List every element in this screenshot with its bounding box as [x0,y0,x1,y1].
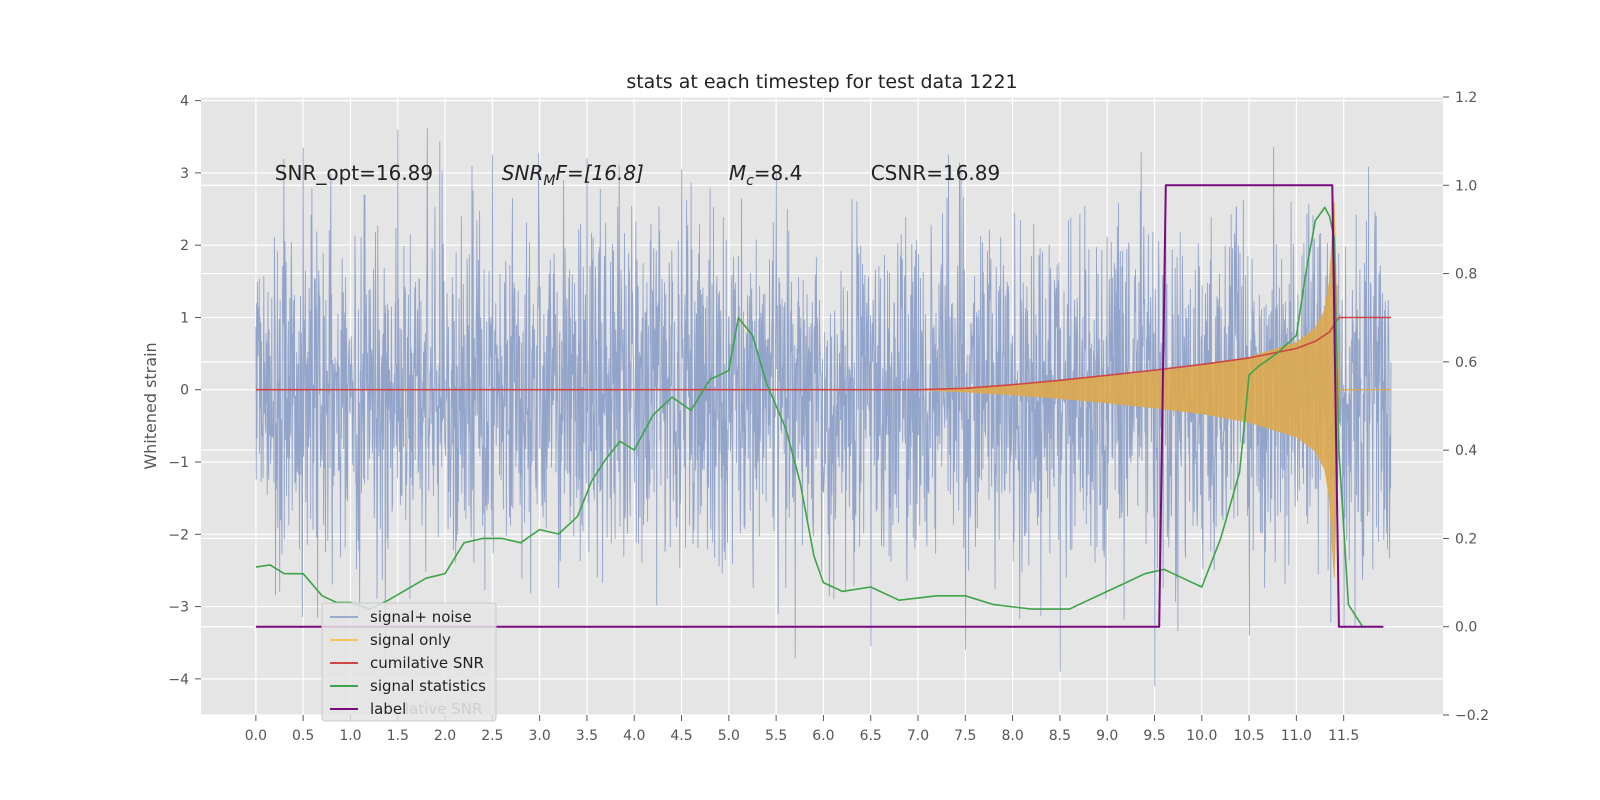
x-tick-label: 4.0 [623,728,645,744]
x-tick-label: 11.5 [1328,728,1359,744]
annotation-0: SNR_opt=16.89 [275,161,433,185]
y-tick-label: −2 [168,527,189,543]
legend-ghost-text: lative SNR [405,700,482,718]
x-tick-label: 8.5 [1049,728,1071,744]
x-tick-label: 9.0 [1096,728,1118,744]
x-tick-label: 0.0 [245,728,267,744]
annotation-italic: M [729,161,746,185]
y2-tick-label: 1.2 [1455,90,1477,106]
x-tick-label: 11.0 [1281,728,1312,744]
axes: 0.0 0.5 1.0 1.5 2.0 2.5 3.0 3.5 4.0 4.5 5.0 5.5 6.0 6… [168,90,1489,744]
x-tick-label: 6.0 [812,728,834,744]
y2-tick-label: 0.0 [1455,620,1477,636]
x-tick-label: 1.5 [387,728,409,744]
x-tick-label: 10.0 [1186,728,1217,744]
x-tick-label: 5.0 [718,728,740,744]
y-tick-label: 2 [180,238,189,254]
x-tick-label: 7.5 [954,728,976,744]
x-tick-label: 6.5 [860,728,882,744]
annotation-subscript: M [543,173,555,189]
annotation-rest: =8.4 [754,161,803,185]
legend: lative SNR signal+ noise signal only cumila… [321,602,497,722]
annotation-italic: SNR [502,161,544,185]
y2-tick-label: −0.2 [1455,708,1489,724]
series-signal-statistics [255,206,1382,628]
annotation-rest: F=[16.8] [555,161,643,185]
legend-label-signal: signal only [370,631,451,649]
chart-title: stats at each timestep for test data 122… [626,71,1017,93]
y2-tick-label: 0.2 [1455,531,1477,547]
y2-tick-label: 1.0 [1455,178,1477,194]
y-tick-label: −1 [168,455,189,471]
legend-box [321,602,497,722]
series-cumulative-snr [255,316,1391,391]
annotation-text: SNR_opt=16.89 [275,161,433,185]
x-tick-label: 1.0 [339,728,361,744]
y-tick-label: −3 [168,600,189,616]
annotation-3: CSNR=16.89 [871,161,1001,185]
x-tick-label: 7.0 [907,728,929,744]
y2-tick-label: 0.4 [1455,443,1477,459]
x-tick-label: 0.5 [292,728,314,744]
x-tick-label: 3.0 [529,728,551,744]
legend-label-label: label [370,700,406,718]
x-tick-label: 10.5 [1233,728,1264,744]
series-layer [255,128,1392,687]
y-axis-label: Whitened strain [141,342,160,469]
y-tick-label: 0 [180,383,189,399]
legend-label-noise: signal+ noise [370,608,472,626]
y2-tick-label: 0.6 [1455,355,1477,371]
legend-label-stats: signal statistics [370,677,486,695]
x-tick-label: 8.0 [1001,728,1023,744]
annotation-subscript: c [746,173,754,189]
legend-label-csnr: cumilative SNR [370,654,484,672]
x-tick-label: 3.5 [576,728,598,744]
x-tick-label: 5.5 [765,728,787,744]
x-tick-label: 2.0 [434,728,456,744]
series-noise [255,128,1392,687]
y-tick-label: 1 [180,310,189,326]
annotation-text: CSNR=16.89 [871,161,1001,185]
y-tick-label: −4 [168,672,189,688]
annotations: SNR_opt=16.89 SNRMF=[16.8] Mc=8.4 CSNR=16.8… [275,161,1000,189]
annotation-1: SNRMF=[16.8] [502,161,644,189]
y-tick-label: 3 [180,166,189,182]
annotation-2: Mc=8.4 [729,161,803,189]
series-label [255,184,1384,628]
x-tick-label: 4.5 [670,728,692,744]
y-tick-label: 4 [180,94,189,110]
x-tick-label: 2.5 [481,728,503,744]
y2-tick-label: 0.8 [1455,267,1477,283]
x-tick-label: 9.5 [1143,728,1165,744]
